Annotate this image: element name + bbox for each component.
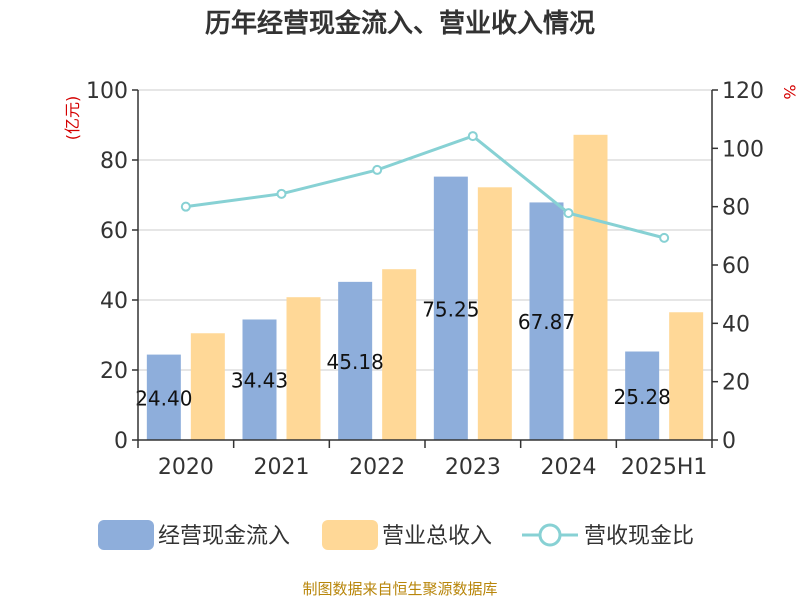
data-label-cash-inflow: 25.28	[614, 385, 671, 409]
x-tick-label: 2024	[541, 455, 597, 480]
right-tick-label: 120	[722, 79, 764, 104]
bar-cash-inflow	[433, 176, 468, 441]
right-tick-label: 60	[722, 254, 750, 279]
bar-revenue	[669, 312, 704, 440]
legend-label-revenue: 营业总收入	[382, 524, 492, 549]
data-label-cash-inflow: 75.25	[422, 297, 479, 321]
right-tick-label: 80	[722, 196, 750, 221]
data-label-cash-inflow: 34.43	[231, 369, 288, 393]
x-tick-label: 2021	[254, 455, 310, 480]
legend-label-cash-inflow: 经营现金流入	[158, 524, 290, 549]
axes: 0 20 40 60 80 100 0 20 40 60 80 100 120 2020 2021 2022 2…	[86, 79, 764, 480]
ratio-line	[180, 131, 670, 243]
x-tick-label: 2023	[445, 455, 501, 480]
data-label-cash-inflow: 67.87	[518, 310, 575, 334]
left-tick-label: 40	[100, 289, 128, 314]
ratio-point	[276, 188, 287, 199]
bar-cash-inflow	[338, 281, 373, 440]
ratio-point	[467, 131, 478, 142]
legend: 经营现金流入 营业总收入 营收现金比	[98, 520, 694, 550]
bar-revenue	[190, 333, 225, 440]
data-label-cash-inflow: 45.18	[327, 350, 384, 374]
bars	[146, 134, 704, 441]
bar-revenue	[286, 297, 321, 440]
ratio-line-path	[185, 134, 665, 240]
legend-swatch-cash-inflow	[98, 520, 154, 550]
bar-cash-inflow	[529, 202, 564, 440]
right-tick-label: 40	[722, 312, 750, 337]
right-axis-unit: %	[780, 84, 799, 99]
ratio-point	[372, 164, 383, 175]
bar-cash-inflow	[625, 351, 660, 440]
legend-marker-ratio	[538, 523, 562, 547]
bar-cash-inflow	[242, 319, 277, 440]
left-tick-label: 80	[100, 149, 128, 174]
left-axis-unit: (亿元)	[63, 96, 82, 141]
left-tick-label: 20	[100, 359, 128, 384]
chart-title: 历年经营现金流入、营业收入情况	[205, 8, 595, 39]
right-tick-label: 100	[722, 137, 764, 162]
bar-cash-inflow	[146, 354, 181, 440]
right-tick-label: 20	[722, 371, 750, 396]
bar-revenue	[382, 269, 417, 440]
x-tick-label: 2020	[158, 455, 214, 480]
legend-label-ratio: 营收现金比	[584, 524, 694, 549]
right-tick-label: 0	[722, 429, 736, 454]
bar-revenue	[573, 134, 608, 441]
x-tick-label: 2025H1	[621, 455, 708, 480]
bar-revenue	[477, 187, 512, 440]
ratio-point	[563, 208, 574, 219]
data-labels: 24.40 34.43 45.18 75.25 67.87 25.28	[135, 297, 671, 410]
ratio-point	[180, 201, 191, 212]
left-tick-label: 0	[114, 429, 128, 454]
data-label-cash-inflow: 24.40	[135, 386, 192, 410]
legend-swatch-revenue	[322, 520, 378, 550]
x-tick-label: 2022	[349, 455, 405, 480]
left-tick-label: 60	[100, 219, 128, 244]
left-tick-label: 100	[86, 79, 128, 104]
source-note: 制图数据来自恒生聚源数据库	[302, 580, 497, 598]
ratio-point	[659, 232, 670, 243]
